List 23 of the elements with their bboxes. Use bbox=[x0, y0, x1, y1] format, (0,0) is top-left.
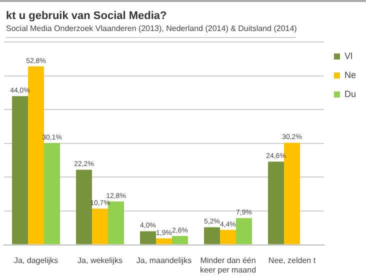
legend-label: Vl bbox=[344, 50, 353, 61]
legend-label: Du bbox=[344, 88, 356, 99]
bar bbox=[204, 227, 220, 244]
bar bbox=[140, 231, 156, 244]
x-tick-label: Ja, dagelijks bbox=[14, 256, 58, 265]
legend-label: Ne bbox=[344, 70, 356, 80]
bar bbox=[236, 218, 252, 244]
bar bbox=[268, 162, 284, 244]
bar bbox=[108, 202, 124, 244]
bar bbox=[44, 143, 60, 244]
bar bbox=[28, 66, 44, 244]
bar bbox=[92, 208, 108, 244]
x-tick-label: Nee, zelden t bbox=[268, 256, 316, 265]
bar bbox=[76, 170, 92, 244]
bar bbox=[12, 96, 28, 244]
x-tick-label: Ja, maandelijks bbox=[136, 256, 192, 265]
x-tick-label: Ja, wekelijks bbox=[78, 256, 122, 265]
chart-title: kt u gebruik van Social Media? bbox=[6, 10, 167, 22]
bar bbox=[220, 230, 236, 244]
x-tick-label: Minder dan één keer per maand bbox=[200, 256, 256, 274]
chart-subtitle: Social Media Onderzoek Vlaanderen (2013), Nederland (2014) & Duitsland (2014) bbox=[6, 24, 297, 33]
bar bbox=[156, 238, 172, 244]
bar bbox=[172, 236, 188, 244]
